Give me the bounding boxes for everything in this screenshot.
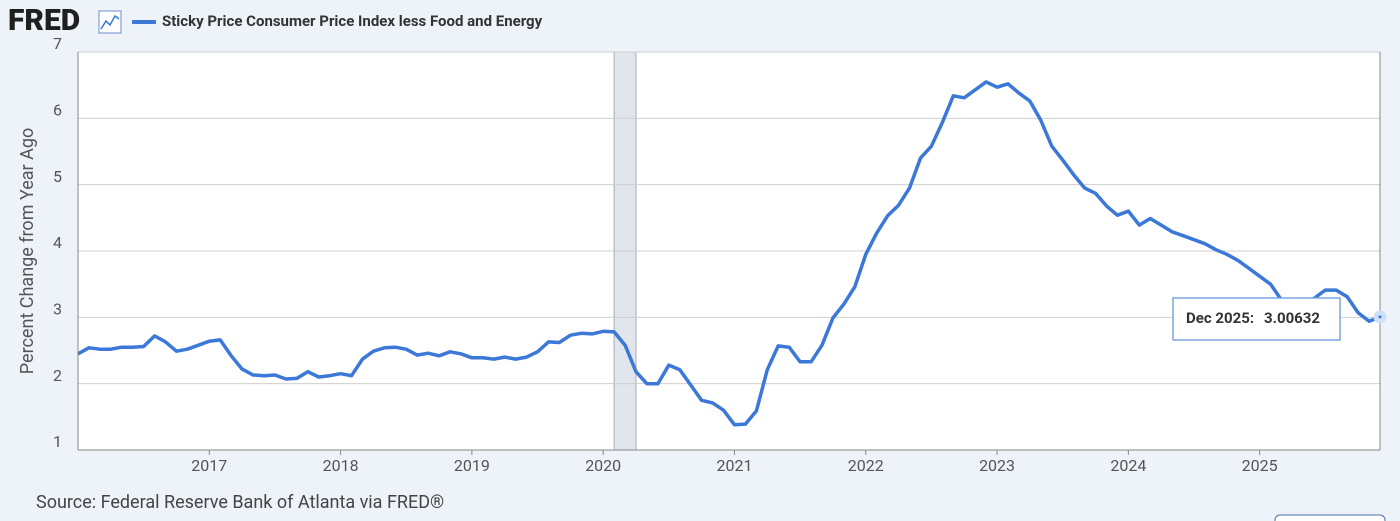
y-tick-label: 6 — [53, 101, 62, 120]
x-tick-label: 2023 — [979, 456, 1015, 475]
logo: FRED — [8, 3, 80, 38]
x-tick-label: 2022 — [848, 456, 884, 475]
y-tick-label: 2 — [53, 366, 62, 385]
x-tick-label: 2020 — [585, 456, 621, 475]
legend-label: Sticky Price Consumer Price Index less F… — [162, 12, 543, 30]
y-tick-label: 3 — [53, 300, 62, 319]
x-tick-label: 2024 — [1110, 456, 1146, 475]
x-tick-label: 2021 — [716, 456, 752, 475]
x-tick-label: 2025 — [1242, 456, 1278, 475]
x-tick-label: 2017 — [191, 456, 227, 475]
y-tick-label: 1 — [53, 432, 62, 451]
data-line — [77, 80, 1381, 427]
x-tick-label: 2019 — [454, 456, 490, 475]
x-tick-label: 2018 — [323, 456, 359, 475]
y-tick-label: 5 — [53, 167, 62, 186]
hover-point — [1373, 310, 1387, 324]
source-note: Source: Federal Reserve Bank of Atlanta … — [36, 492, 444, 513]
tooltip-label: Dec 2025: — [1186, 309, 1254, 327]
logo-icon — [98, 10, 122, 34]
y-tick-label: 7 — [53, 34, 62, 53]
tooltip-box — [1172, 297, 1341, 341]
y-axis-label: Percent Change from Year Ago — [17, 128, 38, 374]
button[interactable] — [1274, 514, 1386, 521]
tooltip-value: 3.00632 — [1264, 309, 1320, 327]
y-tick-label: 4 — [53, 233, 62, 252]
